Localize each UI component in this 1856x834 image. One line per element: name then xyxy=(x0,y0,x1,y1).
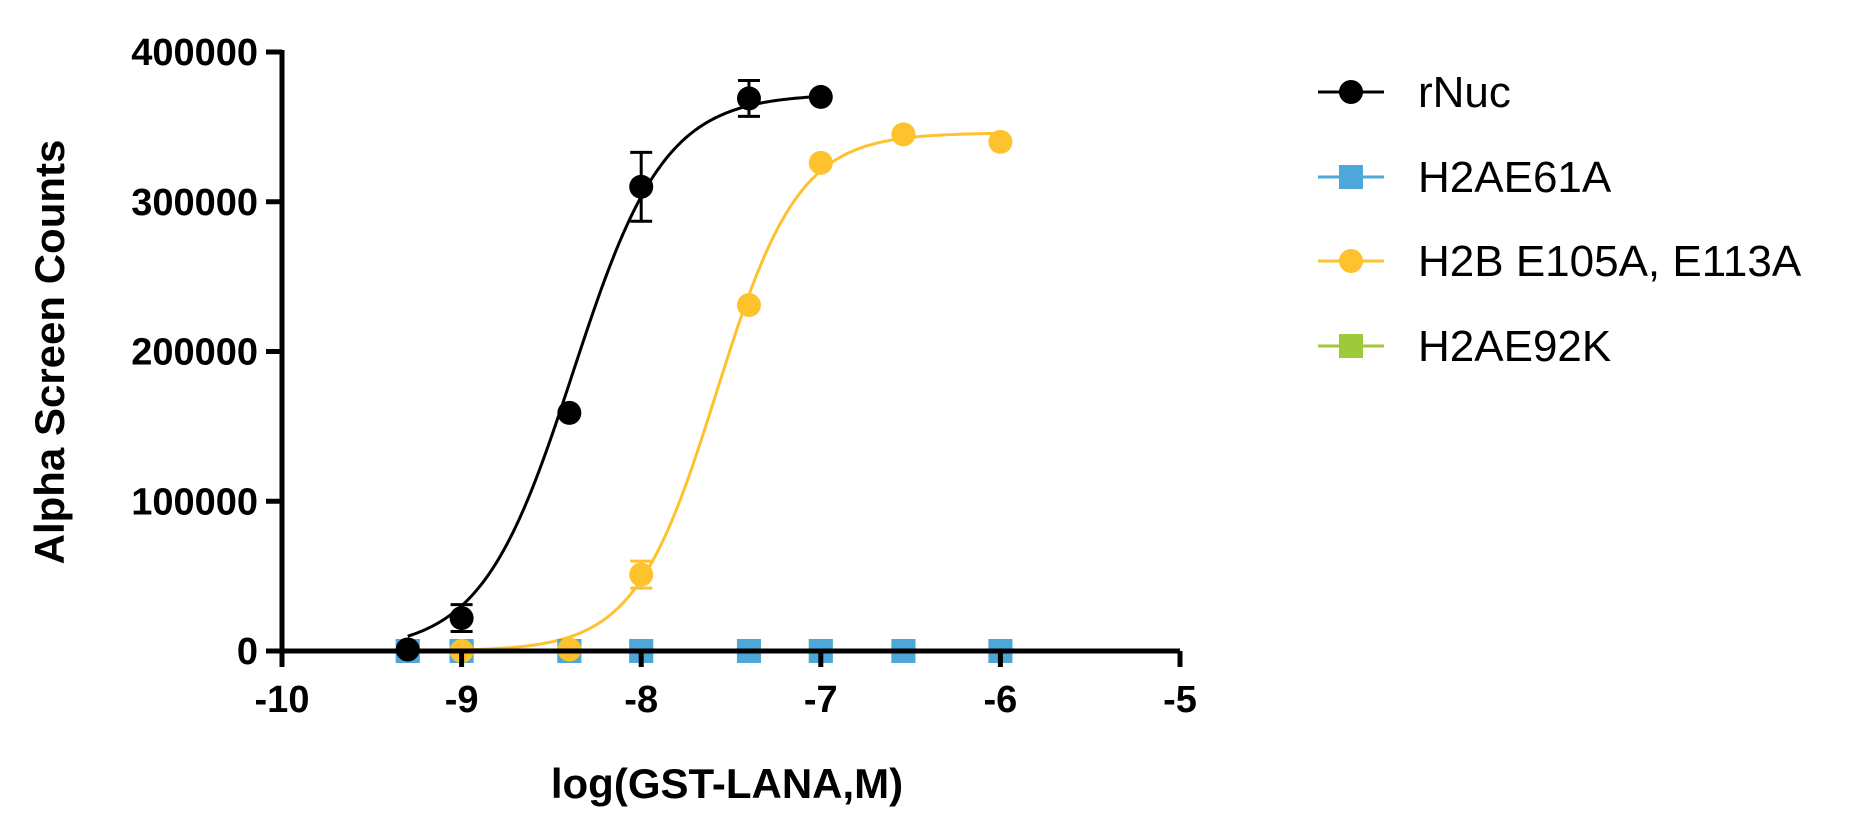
x-tick-label: -7 xyxy=(804,679,838,721)
legend-label: H2B E105A, E113A xyxy=(1418,237,1802,286)
point-h2b-e105a-e113a xyxy=(988,129,1013,154)
legend-item-h2b-e105a-e113a: H2B E105A, E113A xyxy=(1318,237,1802,286)
legend-item-rnuc: rNuc xyxy=(1318,68,1511,117)
point-rnuc xyxy=(557,400,582,425)
point-rnuc xyxy=(629,174,654,199)
x-axis-title: log(GST-LANA,M) xyxy=(551,760,903,807)
x-tick-label: -6 xyxy=(984,679,1018,721)
y-axis-title: Alpha Screen Counts xyxy=(26,140,73,565)
tick-labels: -10 -9 -8 -7 -6 -5 0 100000 200000 300000 400000 xyxy=(131,32,1197,721)
y-tick-label: 0 xyxy=(237,631,258,673)
x-tick-label: -5 xyxy=(1163,679,1197,721)
fit-curve-h2b-e105a-e113a xyxy=(461,131,1001,652)
point-h2b-e105a-e113a xyxy=(629,562,654,587)
legend-item-h2ae92k: H2AE92K xyxy=(1318,322,1611,371)
y-tick-label: 200000 xyxy=(131,332,258,374)
axes xyxy=(266,49,1183,667)
x-tick-label: -9 xyxy=(445,679,479,721)
point-h2b-e105a-e113a xyxy=(736,293,761,318)
fit-curves xyxy=(407,94,1001,653)
point-rnuc xyxy=(808,84,833,109)
y-tick-label: 400000 xyxy=(131,32,258,74)
legend-label: H2AE61A xyxy=(1418,153,1612,202)
legend-label: rNuc xyxy=(1418,68,1511,117)
legend-marker xyxy=(1339,249,1363,273)
x-tick-label: -10 xyxy=(255,679,310,721)
legend-marker xyxy=(1339,80,1363,104)
y-tick-label: 300000 xyxy=(131,182,258,224)
point-h2b-e105a-e113a xyxy=(891,122,916,147)
legend-item-h2ae61a: H2AE61A xyxy=(1318,153,1612,202)
legend-marker xyxy=(1339,165,1363,189)
fit-curve-rnuc xyxy=(407,94,821,638)
y-tick-label: 100000 xyxy=(131,481,258,523)
legend: rNuc H2AE61A H2B E105A, E113A H2AE92K xyxy=(1318,68,1802,371)
point-h2b-e105a-e113a xyxy=(808,150,833,175)
point-rnuc xyxy=(736,86,761,111)
x-tick-label: -8 xyxy=(624,679,658,721)
error-bars xyxy=(450,78,760,634)
legend-marker xyxy=(1339,334,1363,358)
legend-label: H2AE92K xyxy=(1418,322,1611,371)
point-rnuc xyxy=(449,606,474,631)
